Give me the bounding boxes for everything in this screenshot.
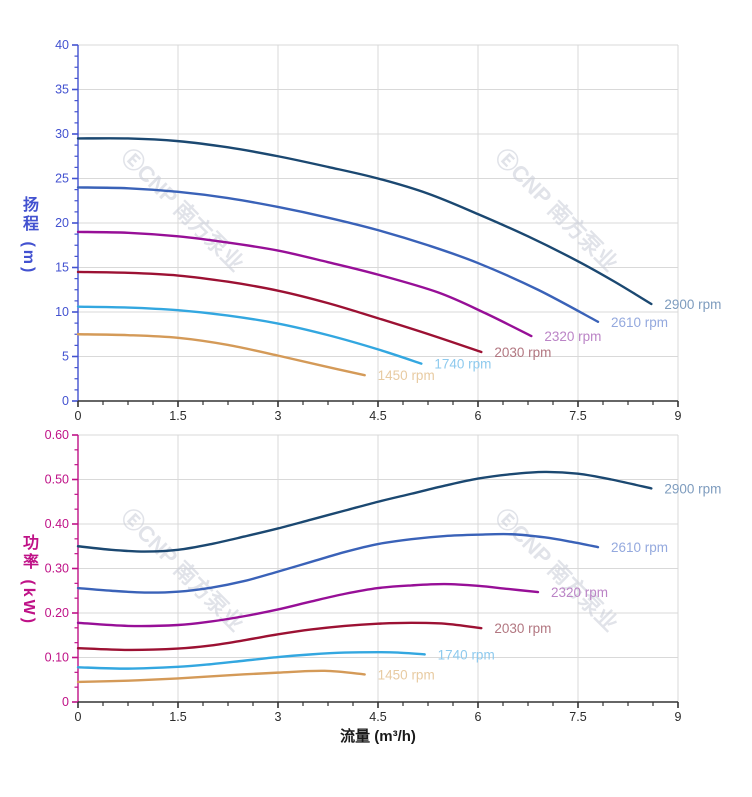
series-label-2900-rpm: 2900 rpm (664, 481, 721, 496)
curve-2320-rpm (76, 230, 533, 338)
curve-2610-rpm (76, 186, 600, 323)
curve-2900-rpm (76, 137, 653, 306)
series-label-2900-rpm: 2900 rpm (664, 297, 721, 312)
y-tick-label: 5 (62, 350, 69, 364)
y-tick-label: 0 (62, 394, 69, 408)
y-tick-label: 40 (55, 38, 69, 52)
series-label-2610-rpm: 2610 rpm (611, 540, 668, 555)
curve-1450-rpm (76, 333, 366, 377)
curve-2030-rpm (76, 270, 483, 354)
series-label-1450-rpm: 1450 rpm (378, 667, 435, 682)
series-label-1740-rpm: 1740 rpm (438, 647, 495, 662)
x-tick-label: 0 (75, 710, 82, 724)
y-tick-label: 30 (55, 127, 69, 141)
x-tick-label: 1.5 (169, 710, 186, 724)
curve-1740-rpm (76, 305, 423, 365)
x-tick-label: 0 (75, 409, 82, 423)
y-tick-label: 0.50 (45, 473, 69, 487)
y-tick-label: 35 (55, 83, 69, 97)
head-axis-title: 扬程 (m) (20, 196, 37, 276)
y-tick-label: 0 (62, 695, 69, 709)
y-tick-label: 20 (55, 216, 69, 230)
curve-2320-rpm (76, 582, 540, 628)
series-label-2610-rpm: 2610 rpm (611, 315, 668, 330)
x-tick-label: 6 (475, 409, 482, 423)
x-tick-label: 9 (675, 409, 682, 423)
x-tick-label: 9 (675, 710, 682, 724)
power-chart: ⒺCNP 南方泵业 ⒺCNP 南方泵业00.100.200.300.400.500… (45, 428, 722, 724)
x-tick-label: 4.5 (369, 409, 386, 423)
y-tick-label: 0.40 (45, 517, 69, 531)
series-label-2030-rpm: 2030 rpm (494, 345, 551, 360)
x-tick-label: 7.5 (569, 409, 586, 423)
watermark: ⒺCNP 南方泵业 (490, 144, 622, 276)
curve-1450-rpm (76, 669, 366, 684)
y-tick-label: 15 (55, 261, 69, 275)
head-chart: ⒺCNP 南方泵业 ⒺCNP 南方泵业 0 5 10 15 20 25 30 35 40 0 1.5 3 4… (55, 38, 721, 423)
series-label-2030-rpm: 2030 rpm (494, 621, 551, 636)
curve-1740-rpm (76, 650, 426, 670)
series-label-1450-rpm: 1450 rpm (378, 368, 435, 383)
watermark: ⒺCNP 南方泵业 (116, 144, 248, 276)
power-axis-title: 功率 (kW) (20, 534, 37, 627)
curve-2610-rpm (76, 532, 600, 594)
y-tick-label: 10 (55, 305, 69, 319)
curve-2030-rpm (76, 621, 483, 652)
y-tick-label: 25 (55, 172, 69, 186)
x-tick-label: 7.5 (569, 710, 586, 724)
series-label-2320-rpm: 2320 rpm (551, 585, 608, 600)
x-tick-label: 3 (275, 409, 282, 423)
y-tick-label: 0.20 (45, 606, 69, 620)
series-label-2320-rpm: 2320 rpm (544, 329, 601, 344)
flow-axis-title: 流量 (m³/h) (340, 728, 416, 745)
x-tick-label: 6 (475, 710, 482, 724)
x-tick-label: 3 (275, 710, 282, 724)
x-tick-label: 4.5 (369, 710, 386, 724)
series-label-1740-rpm: 1740 rpm (434, 357, 491, 372)
y-tick-label: 0.60 (45, 428, 69, 442)
x-tick-label: 1.5 (169, 409, 186, 423)
y-tick-label: 0.10 (45, 651, 69, 665)
y-tick-label: 0.30 (45, 562, 69, 576)
curve-2900-rpm (76, 470, 653, 553)
